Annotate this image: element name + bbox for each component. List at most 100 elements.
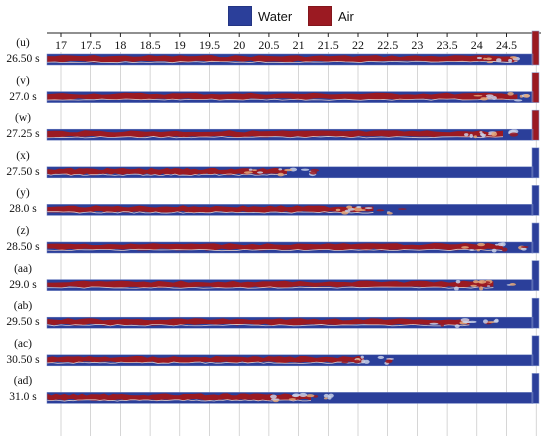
- mixing-blob: [398, 208, 407, 210]
- mixing-blob: [454, 286, 459, 291]
- panel-5: [46, 185, 540, 216]
- riser: [532, 260, 539, 291]
- panel-time: 29.50 s: [6, 316, 40, 329]
- x-tick-label: 21: [292, 38, 305, 52]
- mixing-blob: [257, 171, 264, 174]
- riser-outline: [531, 30, 540, 66]
- panel-label: (aa) 29.0 s: [0, 263, 46, 292]
- mixing-blob: [309, 170, 317, 175]
- channel-outline: [46, 53, 534, 66]
- mixing-blob: [454, 324, 460, 329]
- x-tick-label: 23: [411, 38, 424, 52]
- mixing-blob: [278, 168, 283, 171]
- panel-id: (y): [16, 187, 30, 200]
- mixing-blob: [341, 361, 349, 364]
- mixing-blob: [323, 393, 330, 398]
- mixing-blob: [455, 279, 461, 284]
- riser: [532, 110, 539, 141]
- air-layer: [47, 92, 518, 101]
- mixing-blob: [346, 205, 353, 209]
- interface: [46, 211, 374, 214]
- x-tick-label: 21.5: [317, 38, 339, 52]
- panel-time: 27.0 s: [9, 90, 37, 103]
- air-swatch: [308, 6, 332, 26]
- x-tick-label: 22.5: [377, 38, 399, 52]
- mixing-blob: [483, 57, 487, 60]
- panel-time: 27.50 s: [6, 165, 40, 178]
- x-tick-label: 24.5: [496, 38, 517, 52]
- interface: [46, 399, 312, 402]
- panel-time: 30.50 s: [6, 353, 40, 366]
- panel-time: 27.25 s: [6, 128, 40, 141]
- channel-outline: [46, 204, 534, 216]
- mixing-blob: [473, 94, 483, 97]
- air-layer: [47, 355, 364, 364]
- mixing-blob: [270, 398, 280, 401]
- mixing-blob: [491, 96, 497, 101]
- panel-9: [46, 335, 540, 367]
- riser-outline: [531, 373, 540, 404]
- mixing-blob: [501, 247, 508, 252]
- panel-time: 29.0 s: [9, 278, 37, 291]
- mixing-blob: [252, 169, 257, 172]
- panel-4: [46, 147, 540, 179]
- mixing-blob: [479, 131, 483, 134]
- panel-id: (w): [15, 112, 31, 125]
- riser-outline: [531, 335, 540, 367]
- air-layer: [47, 55, 518, 63]
- air-layer: [47, 393, 311, 401]
- riser: [532, 298, 539, 329]
- mixing-blob: [356, 205, 362, 209]
- x-tick-label: 18.5: [139, 38, 161, 52]
- riser: [532, 373, 539, 404]
- channel-outline: [46, 354, 534, 367]
- mixing-blob: [464, 133, 469, 137]
- mixing-blob: [486, 285, 491, 287]
- panel-label: (v) 27.0 s: [0, 75, 46, 104]
- mixing-blob: [509, 283, 516, 286]
- interface: [46, 324, 470, 327]
- interface: [46, 361, 364, 364]
- air-layer: [47, 167, 287, 176]
- mixing-blob: [429, 322, 439, 325]
- mixing-blob: [495, 243, 499, 246]
- mixing-blob: [460, 318, 470, 322]
- x-tick-label: 23.5: [436, 38, 458, 52]
- panel-label: (ac) 30.50 s: [0, 338, 46, 367]
- air-layer: [47, 318, 470, 326]
- mixing-blob: [520, 247, 527, 251]
- mixing-blob: [359, 209, 366, 212]
- mixing-blob: [493, 319, 499, 323]
- mixing-blob: [507, 92, 514, 96]
- mixing-blob: [328, 393, 334, 398]
- mixing-blob: [485, 94, 494, 97]
- mixing-blob: [491, 248, 497, 253]
- mixing-blob: [360, 355, 364, 359]
- panel-2: [46, 72, 540, 103]
- riser: [532, 335, 539, 366]
- mixing-blob: [464, 321, 472, 324]
- x-tick-label: 19.5: [199, 38, 220, 52]
- x-tick-label: 17.5: [80, 38, 102, 52]
- riser: [532, 72, 539, 103]
- interface: [46, 248, 504, 252]
- panel-label: (ad) 31.0 s: [0, 375, 46, 404]
- panel-time: 26.50 s: [6, 53, 40, 65]
- riser: [532, 223, 539, 253]
- riser-outline: [531, 260, 540, 291]
- mixing-blob: [243, 171, 253, 174]
- mixing-blob: [500, 241, 506, 247]
- mixing-blob: [460, 280, 465, 285]
- interface: [46, 136, 504, 139]
- riser-outline: [531, 72, 540, 103]
- panel-3: [46, 109, 540, 141]
- panel-label: (w) 27.25 s: [0, 112, 46, 141]
- water-swatch: [228, 6, 252, 26]
- mixing-blob: [335, 208, 341, 212]
- x-tick-label: 17: [55, 38, 67, 52]
- panel-label: (y) 28.0 s: [0, 187, 46, 216]
- interface: [46, 98, 518, 101]
- riser-outline: [531, 147, 540, 179]
